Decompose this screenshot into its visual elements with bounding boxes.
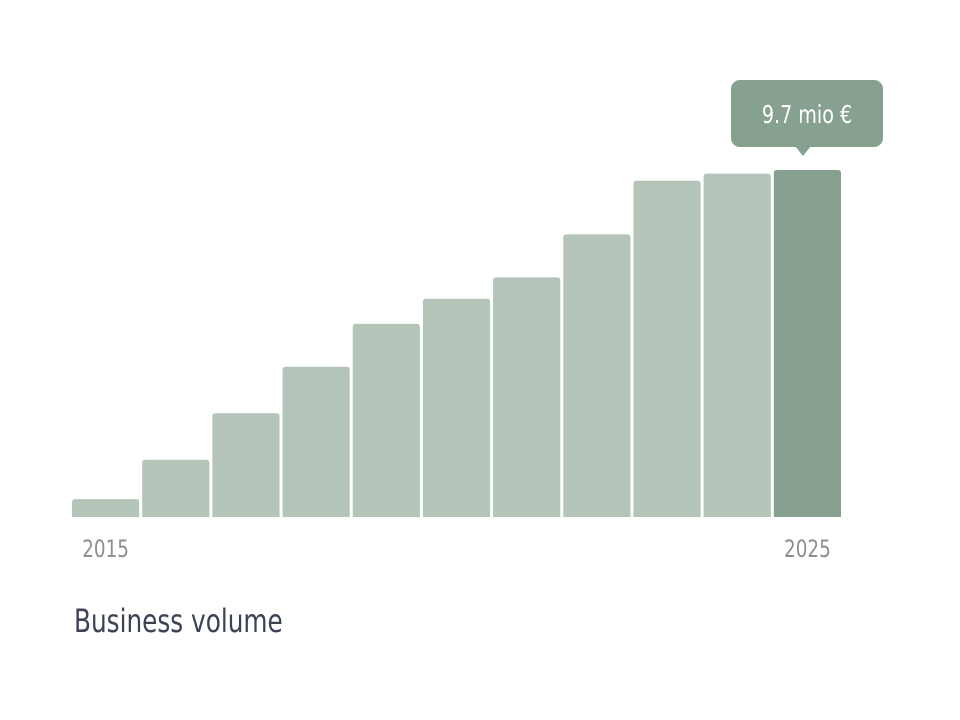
bar-2024 — [703, 173, 771, 517]
x-tick-label-2015: 2015 — [82, 535, 129, 563]
callout-pointer — [795, 146, 811, 156]
x-tick-label-2025: 2025 — [784, 535, 831, 563]
bar-2020 — [422, 298, 491, 517]
bar-2022 — [563, 234, 631, 517]
callout-box — [731, 80, 883, 147]
bar-2021 — [493, 277, 561, 517]
bar-2018 — [282, 366, 350, 517]
bar-2023 — [633, 180, 701, 517]
x-axis-ticks: 2015 2025 — [82, 535, 831, 563]
highlight-callout: 9.7 mio € — [731, 80, 883, 156]
bars-group — [72, 170, 841, 517]
chart-title: Business volume — [74, 602, 283, 640]
callout-label: 9.7 mio € — [762, 100, 852, 129]
bar-2015 — [72, 499, 140, 517]
bar-2016 — [142, 459, 210, 517]
bar-2017 — [212, 413, 280, 517]
bar-2025 — [773, 170, 841, 517]
bar-2019 — [352, 323, 420, 517]
